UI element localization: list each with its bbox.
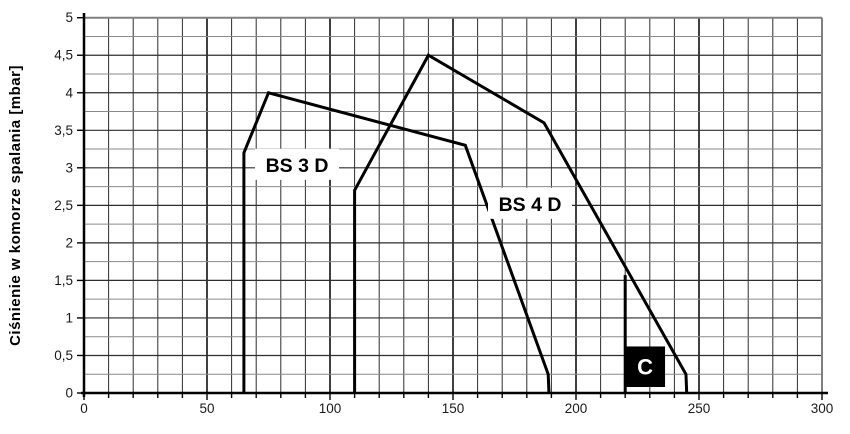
y-tick-label: 1,5 <box>54 273 73 288</box>
envelope-bs4d <box>353 53 689 394</box>
series-label-bg <box>255 148 340 180</box>
envelope-bs3d <box>242 90 551 394</box>
y-tick-label: 0 <box>65 386 73 401</box>
x-tick-label: 300 <box>811 401 834 416</box>
y-tick-label: 3,5 <box>54 123 73 138</box>
x-tick-label: 150 <box>442 401 465 416</box>
y-tick-label: 2 <box>65 235 73 250</box>
series-label: BS 4 D <box>499 194 562 216</box>
x-tick-label: 50 <box>199 401 214 416</box>
x-tick-label: 250 <box>688 401 711 416</box>
y-tick-label: 4,5 <box>54 48 73 63</box>
y-tick-label: 1 <box>65 310 73 325</box>
series-label: BS 3 D <box>266 155 329 177</box>
x-tick-label: 100 <box>319 401 342 416</box>
c-marker <box>625 346 666 387</box>
series-label-bg <box>487 187 572 219</box>
y-tick-label: 5 <box>65 10 73 25</box>
y-tick-label: 2,5 <box>54 198 73 213</box>
c-marker-label: C <box>637 355 653 380</box>
y-tick-label: 4 <box>65 85 73 100</box>
x-tick-label: 200 <box>565 401 588 416</box>
x-tick-label: 0 <box>80 401 88 416</box>
y-tick-label: 0,5 <box>54 348 73 363</box>
y-tick-label: 3 <box>65 160 73 175</box>
